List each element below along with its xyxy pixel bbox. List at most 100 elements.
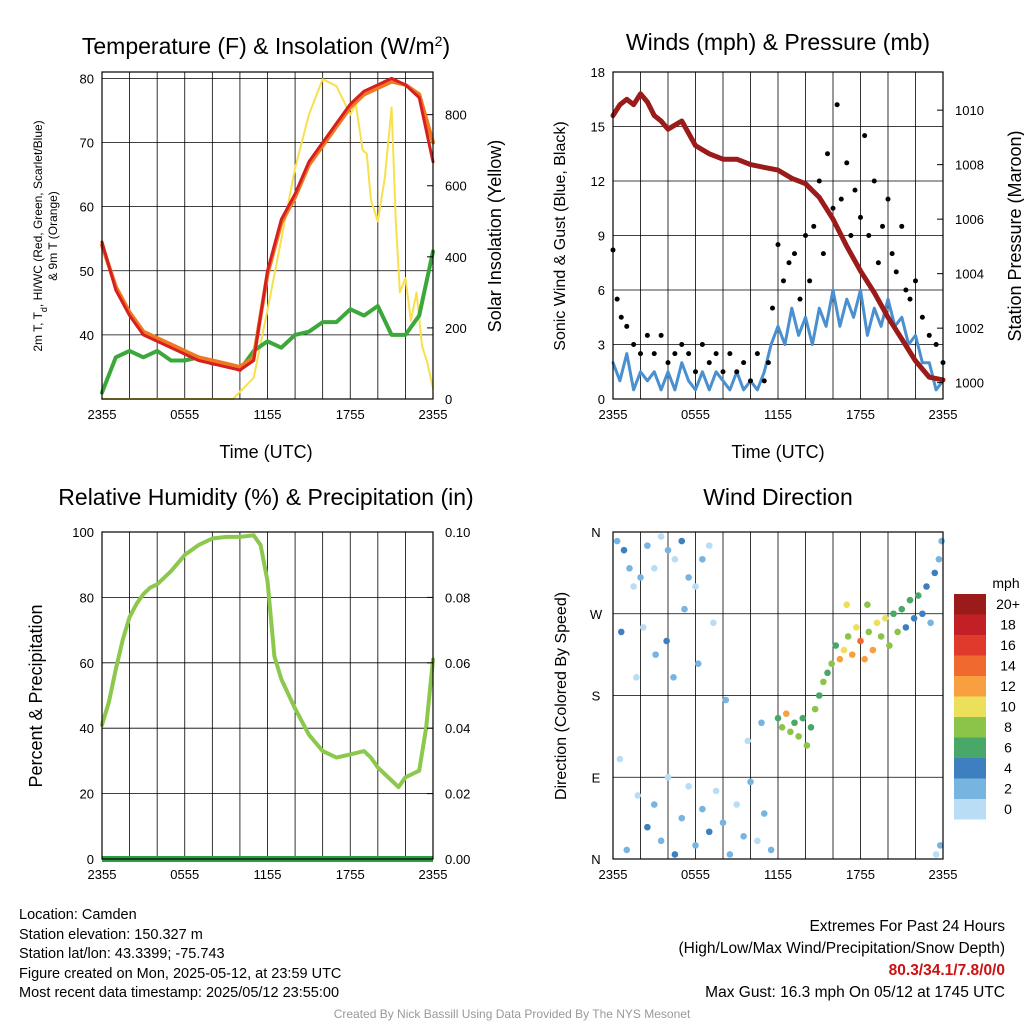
direction-point [832, 642, 840, 649]
direction-point [836, 655, 844, 663]
legend-label: 8 [1004, 719, 1012, 735]
direction-point [774, 714, 782, 722]
gust-point [852, 187, 858, 193]
y-tick-label: 0 [598, 392, 605, 407]
gust-point [816, 178, 822, 184]
gust-point [807, 278, 813, 284]
insolation-line [101, 78, 434, 400]
y-tick-label: 80 [80, 71, 94, 86]
gust-point [820, 251, 826, 257]
x-tick-label: 0555 [681, 407, 710, 422]
gust-point [631, 342, 637, 347]
gust-point [803, 233, 808, 238]
legend-swatch [954, 799, 986, 820]
gust-point [624, 323, 630, 329]
direction-point [791, 719, 798, 727]
gust-point [838, 196, 844, 202]
direction-point [699, 555, 706, 563]
y-tick-label: 6 [598, 283, 605, 298]
y2-tick-label: 1004 [955, 267, 984, 282]
direction-point [613, 537, 621, 545]
direction-point [795, 733, 802, 740]
gust-point [926, 332, 932, 338]
direction-point [931, 569, 939, 577]
legend-swatch [954, 614, 986, 635]
y-tick-label: N [591, 525, 600, 540]
legend-swatch [954, 737, 986, 758]
gust-point [907, 296, 913, 302]
y-tick-label: 50 [80, 264, 94, 279]
legend-swatch [954, 717, 986, 738]
latlon-text: Station lat/lon: 43.3399; -75.743 [19, 946, 225, 962]
direction-point [902, 624, 910, 631]
x-tick-label: 0555 [681, 867, 710, 882]
x-tick-label: 2355 [419, 867, 448, 882]
temperature-x-ticks: 2355 0555 1155 1755 2355 [88, 407, 448, 422]
direction-point [932, 851, 940, 858]
direction-point [652, 651, 659, 658]
direction-point [630, 583, 637, 590]
direction-point [843, 601, 851, 608]
wind-direction-y-ticks: N E S W N [590, 525, 603, 867]
gust-point [727, 351, 733, 357]
legend-swatch [954, 696, 986, 717]
winds-grid [613, 71, 943, 400]
gust-point [672, 351, 678, 357]
y2-tick-label: 1002 [955, 321, 984, 336]
x-tick-label: 2355 [88, 867, 117, 882]
x-tick-label: 1755 [336, 407, 365, 422]
gust-point [811, 223, 817, 229]
humidity-line [100, 533, 435, 790]
direction-point [626, 565, 633, 572]
y-tick-label: 40 [80, 721, 94, 736]
direction-point [840, 646, 848, 654]
recent-text: Most recent data timestamp: 2025/05/12 2… [19, 985, 340, 1001]
gust-point [734, 369, 740, 375]
direction-point [844, 633, 852, 640]
direction-point [923, 583, 930, 590]
x-tick-label: 2355 [929, 407, 958, 422]
y2-tick-label: 1010 [955, 103, 984, 118]
y-tick-label: 3 [598, 338, 605, 353]
winds-series [610, 91, 946, 392]
gust-point [913, 278, 918, 284]
y-tick-label: 60 [80, 200, 94, 215]
gust-point [893, 269, 899, 275]
direction-point [671, 851, 679, 858]
y-tick-label: 9 [598, 229, 605, 244]
winds-x-label: Time (UTC) [731, 442, 824, 462]
direction-point [719, 819, 727, 826]
insolation-y-ticks: 0 200 400 600 800 [427, 108, 467, 407]
direction-point [869, 646, 877, 654]
direction-point [760, 810, 768, 817]
direction-point [692, 842, 699, 849]
direction-point [616, 755, 624, 763]
temperature-series [100, 76, 435, 400]
gust-point [706, 360, 712, 366]
x-tick-label: 2355 [599, 867, 628, 882]
humidity-title: Relative Humidity (%) & Precipitation (i… [58, 484, 473, 510]
gust-point [761, 378, 767, 384]
direction-point [644, 823, 651, 831]
x-tick-label: 2355 [599, 407, 628, 422]
gust-point [848, 233, 854, 238]
direction-point [877, 633, 885, 640]
gust-point [903, 287, 909, 293]
y2-tick-label: 1008 [955, 158, 984, 173]
y-tick-label: 70 [80, 136, 94, 151]
direction-point [910, 614, 918, 622]
direction-point [712, 787, 720, 795]
gust-point [834, 102, 840, 108]
gust-point [862, 133, 868, 139]
gust-point [686, 351, 692, 357]
y2-tick-label: 400 [445, 250, 467, 265]
winds-y-ticks: 0 3 6 9 12 15 18 [591, 65, 605, 407]
wind-direction-grid [613, 531, 943, 860]
direction-point [824, 669, 831, 677]
gust-point [665, 360, 671, 366]
direction-point [705, 542, 713, 549]
y-tick-label: S [592, 689, 601, 704]
x-tick-label: 1155 [254, 407, 282, 422]
direction-point [733, 801, 741, 808]
speed-legend: mph 20+ 18 16 14 12 10 8 6 4 2 0 [954, 575, 1020, 820]
